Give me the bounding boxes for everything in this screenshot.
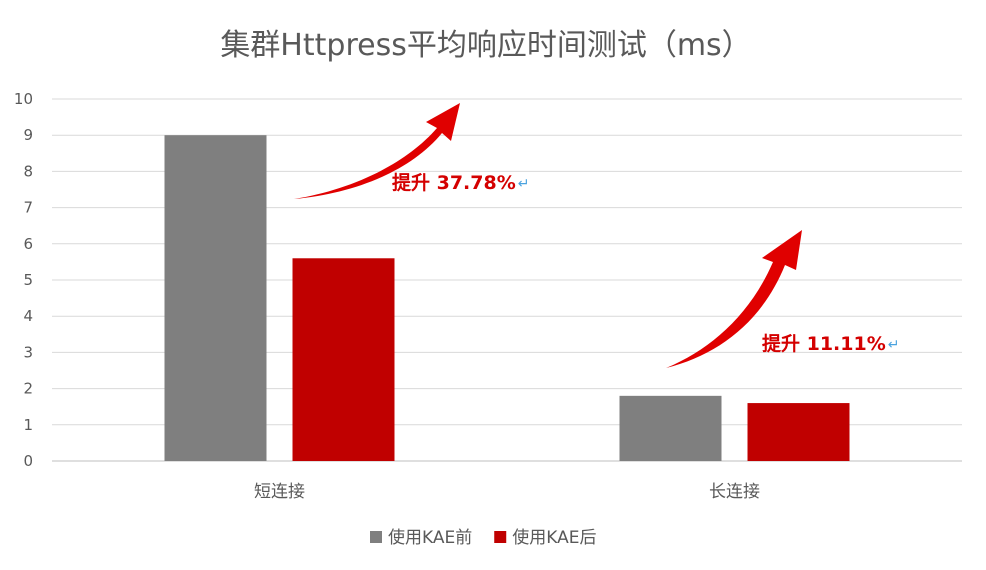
y-tick-label: 1 — [23, 416, 33, 434]
improvement-label: 提升 11.11% — [762, 332, 886, 355]
y-tick-label: 9 — [23, 126, 33, 144]
y-tick-label: 6 — [23, 235, 33, 253]
bar-2-1 — [619, 395, 722, 461]
x-category-label: 短连接 — [254, 482, 305, 502]
y-axis: 0 1 2 3 4 5 6 7 8 9 10 — [14, 90, 33, 470]
legend: 使用KAE前 使用KAE后 — [370, 527, 596, 548]
improvement-label: 提升 37.78% — [392, 171, 516, 194]
x-category-label: 长连接 — [709, 482, 760, 502]
y-tick-label: 7 — [23, 199, 33, 217]
y-tick-label: 0 — [23, 452, 33, 470]
y-tick-label: 10 — [14, 90, 33, 108]
x-axis: 短连接 长连接 — [254, 482, 760, 502]
y-tick-label: 4 — [23, 307, 33, 325]
return-mark-icon: ↵ — [888, 337, 900, 353]
bar-2-2 — [747, 403, 850, 461]
y-tick-label: 2 — [23, 380, 33, 398]
chart-title: 集群Httpress平均响应时间测试（ms） — [220, 28, 751, 63]
legend-swatch-2 — [494, 531, 507, 543]
bars — [164, 135, 850, 461]
y-tick-label: 5 — [23, 271, 33, 289]
y-tick-label: 3 — [23, 343, 33, 361]
improvement-arrows — [294, 103, 802, 368]
legend-label: 使用KAE前 — [388, 527, 472, 548]
bar-1-1 — [164, 135, 267, 461]
improvement-arrow-long — [666, 230, 802, 368]
improvement-arrow-short — [294, 103, 460, 199]
legend-label: 使用KAE后 — [512, 527, 596, 548]
annotations: 提升 37.78% ↵提升 11.11% ↵ — [392, 171, 900, 355]
bar-1-2 — [292, 258, 395, 461]
return-mark-icon: ↵ — [518, 176, 530, 192]
legend-swatch-1 — [370, 531, 382, 543]
y-tick-label: 8 — [23, 162, 33, 180]
